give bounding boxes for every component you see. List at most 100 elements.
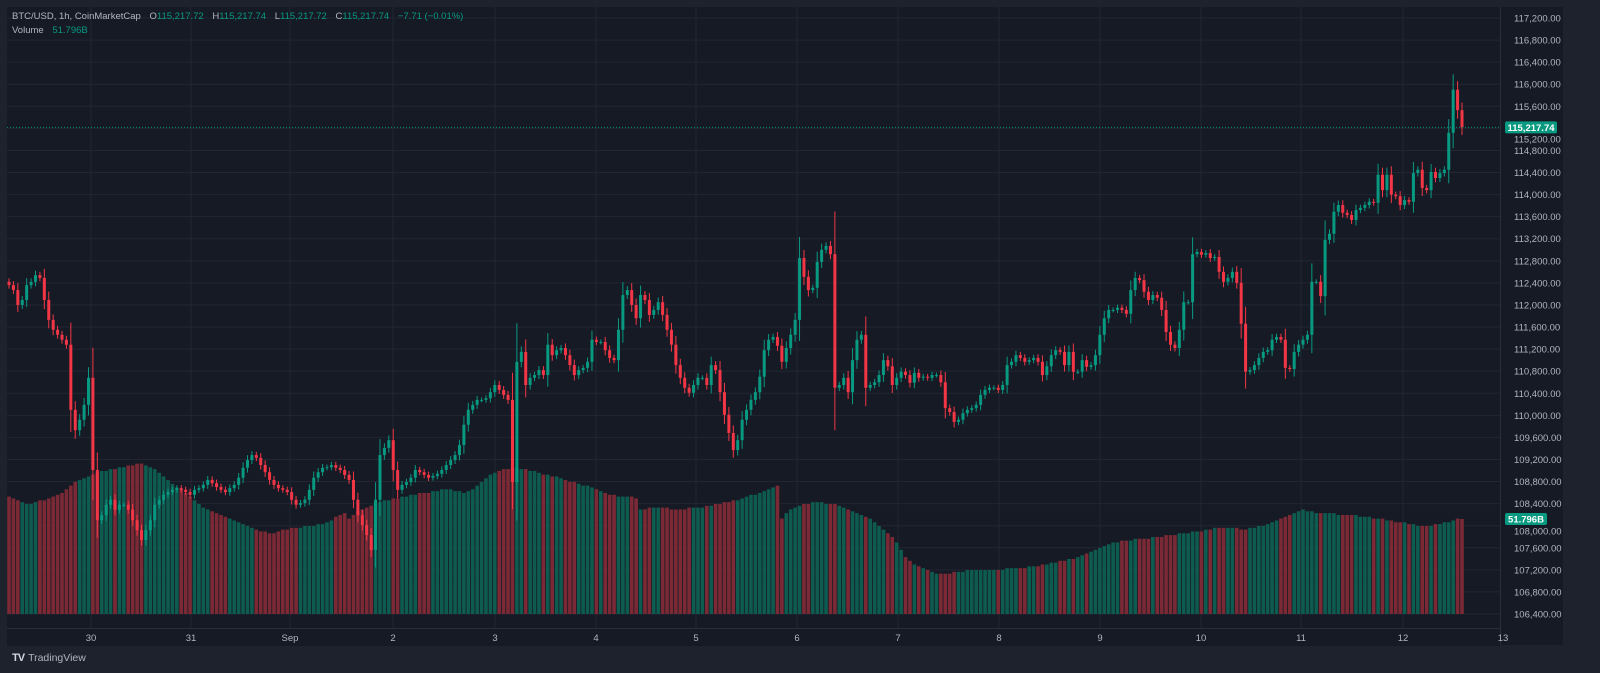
chart-pane[interactable] (7, 7, 1500, 628)
price-tick-label: 110,400.00 (1514, 389, 1561, 400)
candle-body (1363, 205, 1367, 208)
candle-body (886, 360, 890, 367)
candle (64, 335, 68, 349)
candle-body (502, 389, 506, 395)
candle (188, 488, 192, 499)
candle (603, 336, 607, 356)
candle (1411, 161, 1415, 213)
candle-body (64, 339, 68, 345)
volume-bar (819, 502, 824, 614)
volume-bar (1115, 542, 1120, 614)
footer: TV TradingView (12, 648, 86, 668)
candle-body (29, 281, 33, 286)
candle (409, 473, 413, 486)
volume-bar (802, 503, 806, 614)
candle-body (1257, 357, 1261, 366)
candle-body (824, 245, 828, 250)
candle (524, 339, 528, 398)
candle (1169, 325, 1173, 351)
volume-bar (364, 507, 369, 614)
candle (1093, 349, 1097, 371)
candle-body (1107, 309, 1111, 319)
candle (1142, 274, 1146, 298)
volume-bar (303, 525, 307, 614)
volume-bar (1380, 518, 1385, 614)
candle-body (78, 419, 82, 431)
volume-bar (912, 564, 917, 614)
volume-bar (479, 481, 484, 614)
candle (497, 381, 501, 394)
candle (1394, 191, 1398, 200)
volume-bar (298, 527, 303, 614)
candle (1270, 334, 1274, 356)
close-label: C (335, 11, 343, 22)
candle-body (1120, 307, 1124, 310)
candle (298, 500, 302, 508)
candle-body (846, 377, 850, 393)
volume-bar (51, 496, 55, 614)
candle-body (1429, 171, 1433, 191)
volume-bar (886, 533, 890, 614)
volume-bar (1120, 540, 1124, 614)
candle-body (1266, 350, 1270, 352)
candle-body (1407, 200, 1411, 202)
candle-body (656, 302, 660, 310)
time-tick-label: 3 (492, 633, 497, 644)
volume-bar (978, 569, 983, 614)
candle-body (1434, 171, 1438, 179)
candle (1085, 355, 1089, 372)
volume-bar (665, 507, 669, 614)
candle (683, 372, 687, 394)
symbol-info[interactable]: BTC/USD, 1h, CoinMarketCap (12, 11, 141, 22)
candle-body (864, 334, 868, 388)
candle (828, 240, 832, 260)
candle (502, 385, 506, 399)
volume-bar (360, 509, 365, 614)
candle-body (56, 329, 60, 335)
volume-bar (1243, 529, 1248, 614)
candle (727, 406, 731, 441)
candle-body (422, 472, 426, 475)
candle (1222, 266, 1226, 288)
candle-body (166, 492, 170, 495)
candle (400, 480, 404, 494)
candle-body (608, 350, 612, 358)
candle-body (899, 371, 903, 378)
volume-bar (1296, 511, 1301, 614)
volume-bar (1102, 546, 1107, 614)
volume-bar (740, 498, 744, 614)
volume-bar (868, 518, 873, 614)
candle-body (987, 387, 991, 390)
volume-label[interactable]: Volume (12, 25, 44, 36)
volume-bar (210, 511, 214, 614)
candle-body (1376, 174, 1380, 203)
price-tick-label: 111,200.00 (1514, 345, 1560, 356)
last-price-badge: 115,217.74 (1505, 121, 1557, 134)
volume-bar (311, 525, 316, 614)
volume-bar (669, 509, 674, 614)
volume-bar (453, 491, 457, 614)
candle-body (11, 285, 15, 291)
time-tick-label: 11 (1296, 633, 1306, 644)
volume-bar (969, 569, 974, 614)
volume-bar (550, 476, 555, 614)
volume-bar (1429, 525, 1433, 614)
candle-body (1116, 307, 1120, 310)
tradingview-logo-icon[interactable]: TV (12, 652, 25, 664)
candle (1429, 164, 1433, 199)
candle-body (1288, 367, 1292, 369)
price-axis[interactable] (1500, 7, 1563, 645)
volume-bar (1142, 538, 1146, 614)
time-axis-labels: 30 31 Sep 2 3 4 5 6 7 8 9 10 11 12 13 (86, 633, 1509, 644)
candle (1049, 349, 1053, 373)
time-axis[interactable] (7, 628, 1500, 646)
candle-body (38, 275, 42, 278)
candle (272, 475, 276, 489)
price-tick-label: 116,000.00 (1514, 80, 1561, 91)
volume-bar (82, 478, 86, 614)
candle-body (47, 299, 51, 320)
brand-name[interactable]: TradingView (28, 652, 86, 664)
volume-bar (1155, 536, 1160, 614)
volume-bar (585, 485, 590, 614)
candle (276, 481, 280, 492)
